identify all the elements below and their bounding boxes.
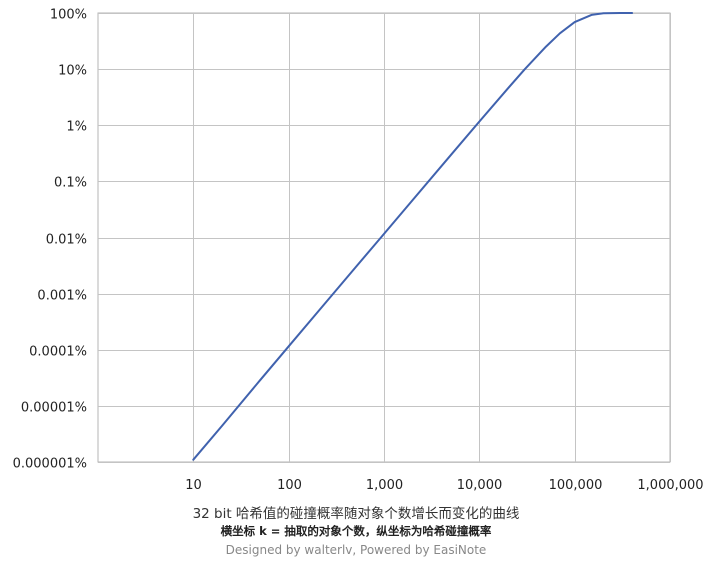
y-tick-label: 0.01% (46, 233, 87, 248)
series-line (192, 12, 634, 461)
x-tick-label: 100 (277, 478, 302, 493)
x-tick-label: 1,000 (366, 478, 403, 493)
chart-title: 32 bit 哈希值的碰撞概率随对象个数增长而变化的曲线 (192, 506, 520, 522)
chart-subtitle: 横坐标 k = 抽取的对象个数，纵坐标为哈希碰撞概率 (220, 524, 492, 538)
plot-area: 100% 10% 1% 0.1% 0.01% 0.001% 0.0001% 0.00001% 0… (13, 8, 704, 494)
x-tick-label: 1,000,000 (637, 478, 703, 493)
y-tick-label: 0.1% (54, 176, 87, 191)
x-tick-label: 10 (185, 478, 202, 493)
y-tick-label: 0.000001% (13, 457, 87, 472)
y-tick-label: 100% (50, 8, 87, 23)
y-tick-label: 0.00001% (21, 401, 87, 416)
y-tick-label: 10% (58, 64, 87, 79)
y-tick-label: 1% (66, 120, 87, 135)
chart-credit: Designed by walterlv, Powered by EasiNot… (225, 543, 487, 557)
x-tick-label: 100,000 (549, 478, 603, 493)
y-tick-label: 0.0001% (29, 345, 87, 360)
x-tick-label: 10,000 (457, 478, 503, 493)
y-tick-label: 0.001% (37, 289, 87, 304)
